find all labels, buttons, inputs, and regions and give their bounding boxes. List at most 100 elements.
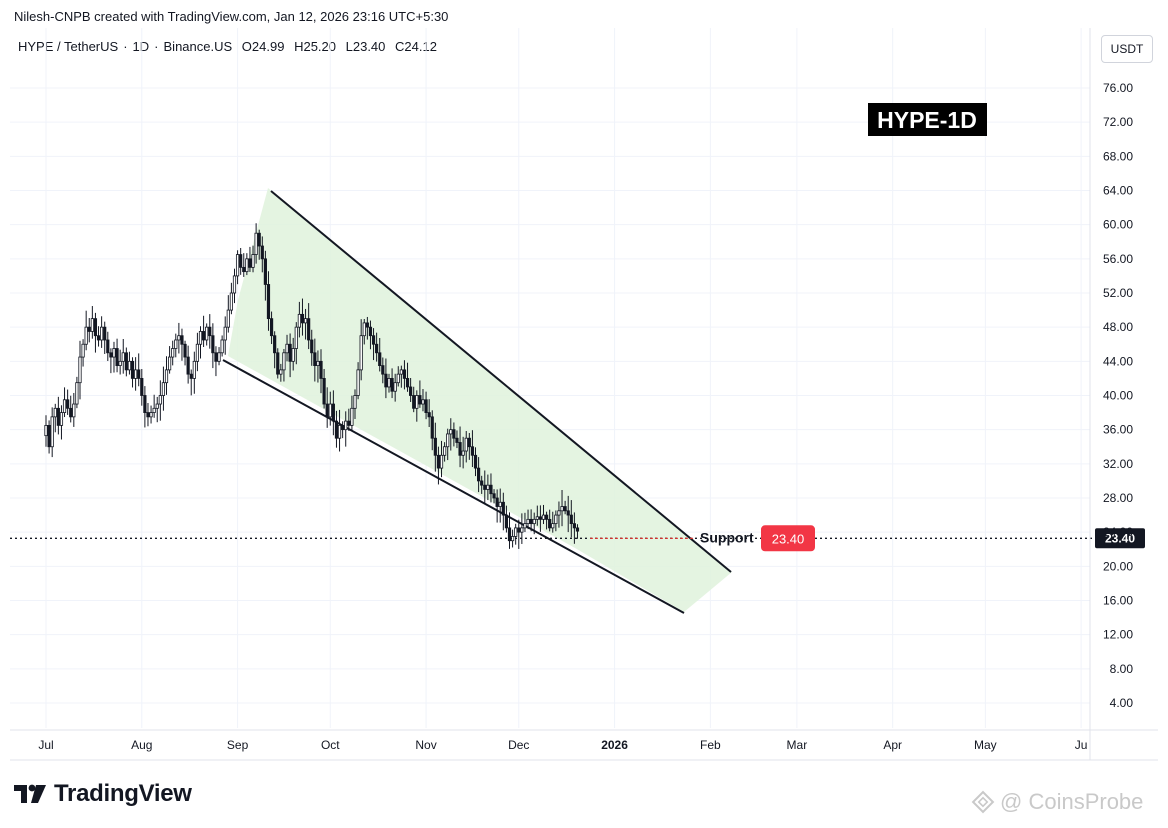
candle [541,504,546,525]
candle-body [251,254,255,268]
candle [158,380,162,421]
candle [337,409,342,452]
candle-body [155,403,159,409]
candle [310,329,314,366]
x-tick-label: Apr [883,738,902,752]
candle-body [109,352,113,358]
candle [251,245,255,273]
candle [455,430,459,449]
candle [353,389,357,419]
candle [359,319,363,381]
candle-body [198,331,203,345]
candle [529,509,533,532]
candle [130,357,135,388]
candle [476,457,481,493]
candle [575,524,580,539]
candle [220,335,224,357]
candle-body [285,343,289,354]
candle-body [208,326,212,337]
candle-body [300,313,305,324]
candle-body [78,356,82,384]
candle-body [100,326,104,341]
candle-body [467,437,471,448]
candle [566,495,570,533]
interval-label[interactable]: 1D [132,39,150,54]
x-tick-label: May [974,738,997,752]
candle-body [260,245,264,260]
candle [96,326,101,347]
y-tick-label: 8.00 [1110,662,1134,676]
falling-wedge-pattern [222,188,732,614]
candle-body [328,403,332,418]
y-tick-label: 52.00 [1103,286,1133,300]
candle-body [535,516,539,520]
candle-body [66,399,70,409]
candle-body [183,343,187,358]
candle-body [526,518,530,525]
currency-button[interactable]: USDT [1101,35,1153,63]
candle [282,348,286,382]
candle-body [554,514,558,525]
candle [75,376,79,409]
symbol-name[interactable]: HYPE / TetherUS [18,39,119,54]
candle [517,519,521,549]
candle [140,369,144,406]
candle-body [118,360,122,367]
candle [146,403,150,427]
axes: 76.00 72.00 68.00 64.00 60.00 56.00 52.00 48.00… [10,28,1158,761]
candle [81,339,85,367]
candle [461,436,465,469]
candle-body [288,343,292,362]
x-tick-label: Nov [415,738,436,752]
candle [214,346,218,377]
candle [269,311,274,345]
candle [307,303,311,350]
ohlc-low: L23.40 [345,39,386,54]
candle-body [47,424,51,448]
candle [242,253,246,277]
y-tick-label: 60.00 [1103,218,1133,232]
candle [248,246,252,272]
x-tick-label: Aug [131,738,152,752]
candle-body [517,527,521,533]
candle-body [69,407,73,418]
candle-body [124,352,128,371]
y-tick-label: 24.00 [1103,525,1133,539]
candle [424,391,428,420]
tradingview-branding[interactable]: TradingView [12,780,192,808]
candle [365,316,369,340]
candle [273,331,277,369]
candle-body [455,437,459,443]
candle-body [461,450,465,456]
candle-body [223,326,227,341]
candle-body [106,339,110,354]
candle [384,358,388,399]
last-price-tag-label: 23.40 [1105,531,1135,545]
wedge-fill [228,188,732,612]
candle-body [248,258,252,268]
candle-body [87,326,91,332]
candle [62,387,67,418]
candle [121,339,125,374]
y-tick-label: 48.00 [1103,320,1133,334]
candle [375,332,379,362]
candle-body [473,454,478,469]
candle-body [480,480,484,486]
candle-body [563,506,567,512]
ohlc-open: O24.99 [241,39,285,54]
candle [84,310,88,351]
candle [263,250,267,301]
candle-body [171,348,175,358]
candle [192,351,196,394]
candle-body [402,369,407,379]
candle [350,395,354,432]
candle-body [443,446,447,456]
candle-body [214,352,218,362]
candle [180,328,184,361]
candle-body [572,523,576,529]
candle [405,362,410,392]
candle-body [538,516,543,520]
candle-body [44,424,48,437]
